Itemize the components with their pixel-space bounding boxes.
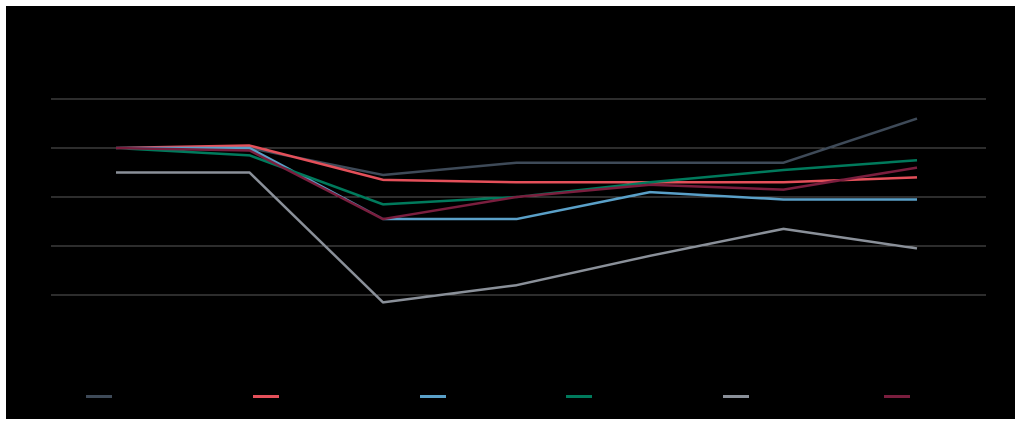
legend-swatch-3 <box>566 395 592 398</box>
series-line-1 <box>115 144 918 184</box>
legend-swatch-1 <box>253 395 279 398</box>
line-chart <box>51 98 986 304</box>
series-line-4 <box>116 171 918 304</box>
legend-swatch-2 <box>420 395 446 398</box>
series-layer <box>115 117 918 304</box>
legend-swatch-0 <box>86 395 112 398</box>
legend-swatch-4 <box>723 395 749 398</box>
chart-panel <box>6 6 1015 419</box>
series-line-5 <box>115 146 918 221</box>
series-line-2 <box>116 146 917 221</box>
legend-swatch-5 <box>884 395 910 398</box>
